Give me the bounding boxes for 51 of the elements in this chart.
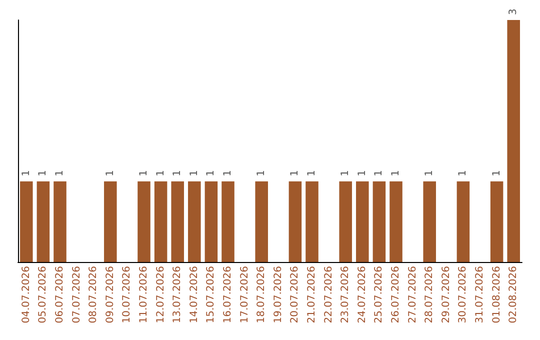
x-tick-label: 25.07.2026 <box>374 266 385 324</box>
x-tick-label: 26.07.2026 <box>390 266 402 324</box>
data-label: 1 <box>188 170 200 176</box>
x-tick-label: 16.07.2026 <box>222 266 234 324</box>
data-label: 1 <box>356 170 368 176</box>
x-tick-label: 02.08.2026 <box>508 266 520 324</box>
x-tick-label: 29.07.2026 <box>440 266 452 324</box>
x-tick-label: 09.07.2026 <box>104 266 116 324</box>
data-label: 1 <box>172 170 184 176</box>
x-tick-label: 31.07.2026 <box>474 266 486 324</box>
data-label: 1 <box>38 170 49 176</box>
x-tick-label: 21.07.2026 <box>306 266 318 324</box>
x-tick-label: 15.07.2026 <box>206 266 217 324</box>
data-label: 3 <box>508 8 520 15</box>
data-label: 1 <box>54 170 66 176</box>
x-tick-label: 17.07.2026 <box>239 266 250 324</box>
x-tick-label: 30.07.2026 <box>458 266 469 324</box>
x-tick-label: 19.07.2026 <box>272 266 284 324</box>
x-tick-label: 13.07.2026 <box>172 266 184 324</box>
data-label: 1 <box>390 170 402 176</box>
x-tick-label: 05.07.2026 <box>38 266 49 324</box>
data-label: 1 <box>491 170 502 176</box>
x-tick-label: 06.07.2026 <box>54 266 66 324</box>
x-tick-label: 14.07.2026 <box>188 266 200 324</box>
x-tick-label: 04.07.2026 <box>20 266 32 324</box>
x-tick-label: 07.07.2026 <box>71 266 82 324</box>
data-label: 1 <box>256 170 268 176</box>
data-label: 1 <box>222 170 234 176</box>
data-label: 1 <box>206 170 217 176</box>
data-label: 1 <box>424 170 436 176</box>
x-tick-label: 24.07.2026 <box>356 266 368 324</box>
data-label: 1 <box>374 170 385 176</box>
data-label: 1 <box>458 170 469 176</box>
x-tick-label: 27.07.2026 <box>407 266 418 324</box>
x-tick-label: 28.07.2026 <box>424 266 436 324</box>
data-label: 1 <box>306 170 318 176</box>
data-label: 1 <box>290 170 301 176</box>
data-label: 1 <box>104 170 116 176</box>
x-tick-label: 22.07.2026 <box>323 266 334 324</box>
x-tick-label: 20.07.2026 <box>290 266 301 324</box>
x-tick-label: 11.07.2026 <box>138 266 150 324</box>
x-tick-label: 08.07.2026 <box>88 266 100 324</box>
x-tick-label: 10.07.2026 <box>122 266 133 324</box>
x-tick-label: 01.08.2026 <box>491 266 502 324</box>
data-label: 1 <box>340 170 352 176</box>
x-tick-label: 12.07.2026 <box>155 266 166 324</box>
x-tick-label: 23.07.2026 <box>340 266 352 324</box>
data-label: 1 <box>138 170 150 176</box>
x-tick-label: 18.07.2026 <box>256 266 268 324</box>
data-label: 1 <box>155 170 166 176</box>
data-label: 1 <box>20 170 32 176</box>
